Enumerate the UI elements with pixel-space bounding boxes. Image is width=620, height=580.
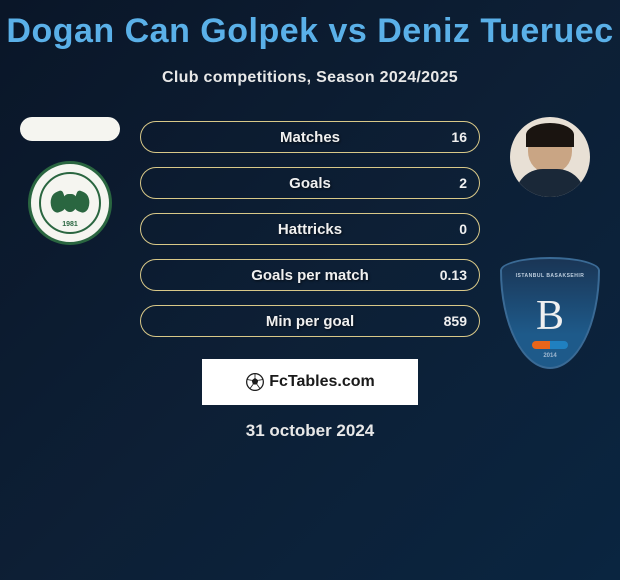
stat-label: Goals per match (251, 267, 369, 284)
stat-label: Matches (280, 129, 340, 146)
stat-right-value: 0 (459, 221, 467, 237)
stat-row-hattricks: Hattricks 0 (140, 213, 480, 245)
stat-row-matches: Matches 16 (140, 121, 480, 153)
eagle-icon (50, 188, 90, 218)
page-title: Dogan Can Golpek vs Deniz Tueruec (0, 0, 620, 51)
stat-row-goals: Goals 2 (140, 167, 480, 199)
shield-club-text: ISTANBUL BASAKSEHIR (516, 273, 585, 279)
stat-label: Min per goal (266, 313, 354, 330)
club-logo-basaksehir: ISTANBUL BASAKSEHIR B 2014 (500, 257, 600, 369)
left-player-column: 1981 (10, 117, 130, 245)
stat-row-goals-per-match: Goals per match 0.13 (140, 259, 480, 291)
stat-label: Goals (289, 175, 331, 192)
shield-year: 2014 (543, 353, 556, 359)
football-icon (245, 372, 265, 392)
konyaspor-year: 1981 (62, 221, 78, 228)
subtitle: Club competitions, Season 2024/2025 (0, 69, 620, 87)
watermark-text: FcTables.com (269, 373, 375, 391)
date: 31 october 2024 (0, 421, 620, 441)
club-logo-konyaspor: 1981 (28, 161, 112, 245)
stat-right-value: 0.13 (440, 267, 467, 283)
stat-right-value: 2 (459, 175, 467, 191)
right-player-column: ISTANBUL BASAKSEHIR B 2014 (490, 117, 610, 369)
player-left-avatar-placeholder (20, 117, 120, 141)
stat-row-min-per-goal: Min per goal 859 (140, 305, 480, 337)
shield-icon: ISTANBUL BASAKSEHIR B 2014 (500, 257, 600, 369)
stat-bars: Matches 16 Goals 2 Hattricks 0 Goals per… (140, 117, 480, 337)
stat-right-value: 16 (451, 129, 467, 145)
watermark: FcTables.com (202, 359, 418, 405)
stat-label: Hattricks (278, 221, 342, 238)
comparison-content: 1981 ISTANBUL BASAKSEHIR B 2014 (0, 117, 620, 441)
stat-right-value: 859 (444, 313, 467, 329)
shield-accent (532, 341, 568, 349)
shield-letter: B (536, 292, 564, 340)
player-right-avatar (510, 117, 590, 197)
